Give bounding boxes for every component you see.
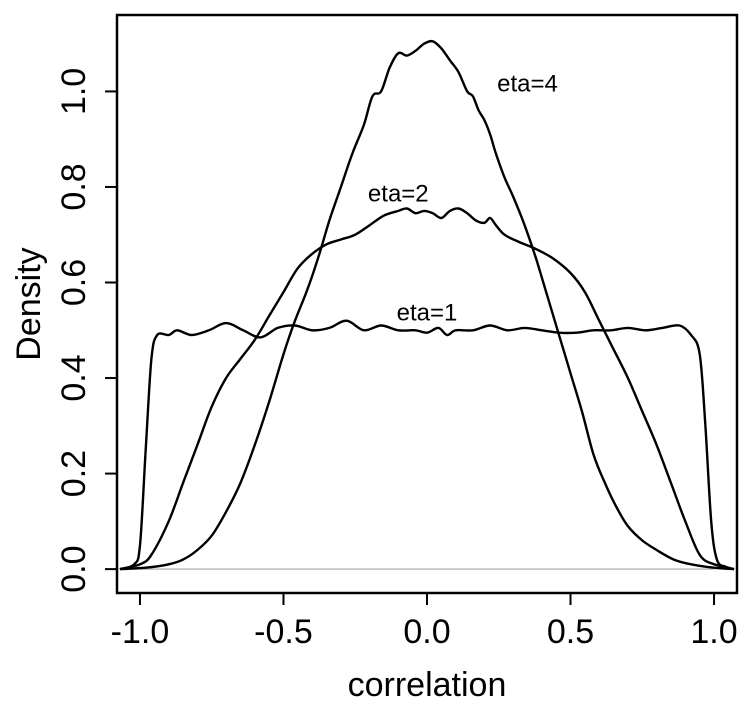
y-tick-label: 0.6	[55, 259, 93, 306]
x-tick-label: -0.5	[254, 613, 313, 651]
x-tick-label: -1.0	[111, 613, 170, 651]
series-label-eta-1: eta=1	[397, 300, 458, 327]
series-label-eta-2: eta=2	[368, 180, 429, 207]
y-tick-label: 1.0	[55, 68, 93, 115]
x-axis: -1.0 -0.5 0.0 0.5 1.0	[111, 593, 738, 651]
x-tick-label: 0.5	[547, 613, 594, 651]
series-line-eta-4	[119, 39, 735, 571]
series-line-eta-1	[119, 319, 735, 571]
series-line-eta-2	[119, 207, 735, 571]
y-tick-label: 0.8	[55, 163, 93, 210]
y-tick-label: 0.4	[55, 354, 93, 401]
y-tick-label: 0.2	[55, 450, 93, 497]
y-axis: 0.0 0.2 0.4 0.6 0.8 1.0	[55, 68, 117, 593]
y-tick-label: 0.0	[55, 545, 93, 592]
y-axis-title: Density	[10, 247, 48, 360]
x-tick-label: 0.0	[403, 613, 450, 651]
x-tick-label: 1.0	[690, 613, 737, 651]
x-axis-title: correlation	[348, 666, 507, 704]
series-labels: eta=1 eta=2 eta=4	[368, 70, 558, 326]
series-label-eta-4: eta=4	[497, 70, 558, 97]
series-lines	[119, 39, 735, 571]
